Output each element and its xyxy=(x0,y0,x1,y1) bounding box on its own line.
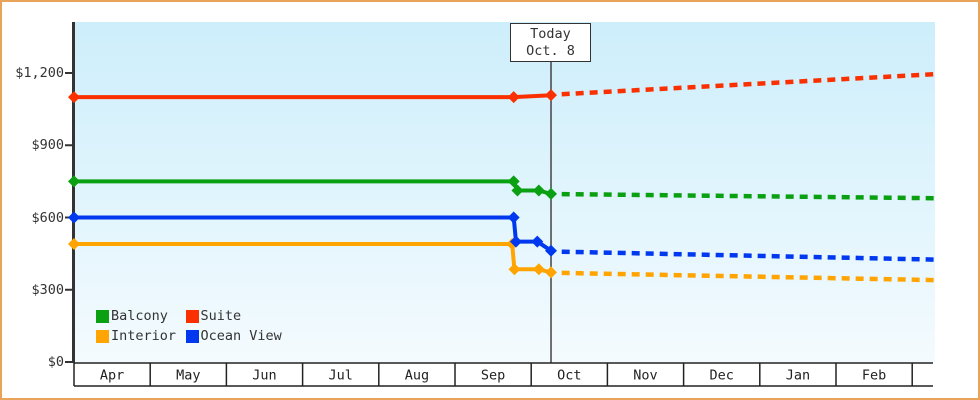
month-row xyxy=(74,363,933,386)
legend: Balcony Suite Interior Ocean View xyxy=(96,308,316,356)
today-label: Today xyxy=(530,25,571,42)
legend-item-suite: Suite xyxy=(185,308,242,324)
today-date-label: Oct. 8 xyxy=(526,42,575,59)
month-label: Nov xyxy=(633,368,657,384)
y-axis-label: $0 xyxy=(47,354,64,370)
month-label: Feb xyxy=(862,368,886,384)
today-marker-box: Today Oct. 8 xyxy=(510,23,591,62)
y-axis-label: $1,200 xyxy=(15,65,64,81)
legend-label: Ocean View xyxy=(200,328,282,344)
month-label: Apr xyxy=(100,368,124,384)
legend-label: Interior xyxy=(111,328,177,344)
legend-swatch xyxy=(185,309,199,323)
legend-item-ocean-view: Ocean View xyxy=(185,328,282,344)
month-label: Jun xyxy=(252,368,276,384)
month-label: Dec xyxy=(710,368,734,384)
legend-item-interior: Interior xyxy=(96,328,176,344)
y-axis-label: $900 xyxy=(31,137,64,154)
legend-label: Suite xyxy=(200,308,242,324)
legend-swatch xyxy=(96,309,109,323)
month-label: Sep xyxy=(481,368,505,384)
legend-item-balcony: Balcony xyxy=(96,308,168,324)
y-axis-label: $600 xyxy=(31,209,64,226)
legend-swatch xyxy=(185,329,199,343)
month-label: Jul xyxy=(329,368,353,384)
y-axis-label: $300 xyxy=(31,281,64,298)
legend-label: Balcony xyxy=(111,308,168,324)
month-label: May xyxy=(176,368,200,384)
month-label: Aug xyxy=(405,368,429,384)
month-label: Jan xyxy=(786,368,810,384)
legend-swatch xyxy=(96,329,109,343)
month-label: Oct xyxy=(557,368,581,384)
